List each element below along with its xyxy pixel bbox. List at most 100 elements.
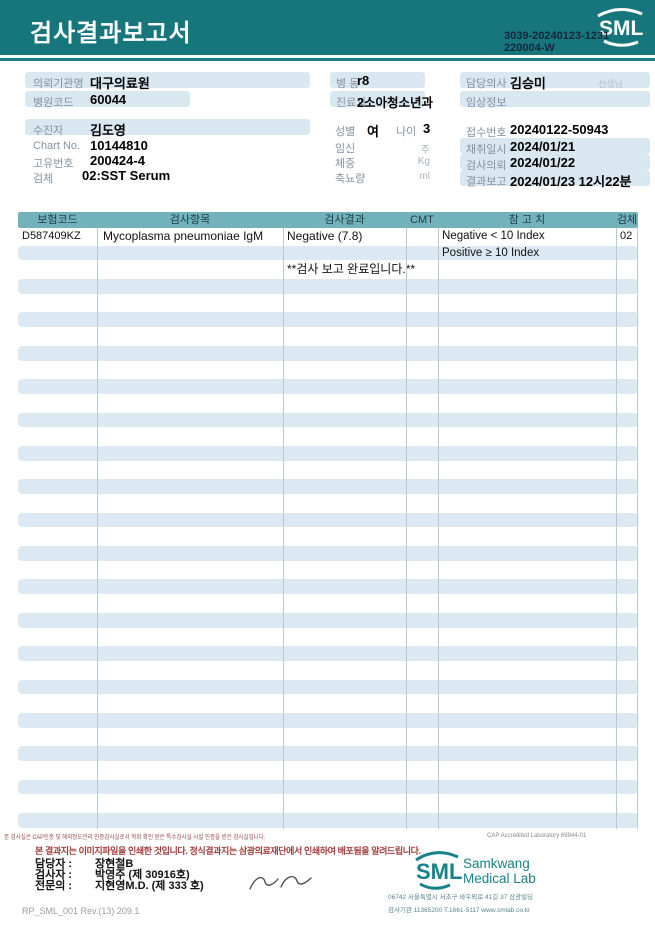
document-code: RP_SML_001 Rev.(13) 209.1 [22, 906, 140, 916]
weight-unit: Kg [417, 156, 430, 167]
table-row [18, 679, 638, 696]
pregnancy-label: 임신 [335, 143, 356, 155]
cell-spec: 02 [620, 230, 633, 242]
col-header-insurance-code: 보험코드 [37, 214, 78, 226]
table-row [18, 445, 638, 462]
table-row: Positive ≥ 10 Index [18, 245, 638, 262]
pregnancy-unit: 주 [420, 145, 430, 156]
dept-value: 2소아청소년과 [357, 96, 433, 110]
staff-role-manager: 담당자 : [35, 858, 73, 870]
footer-logo-name: Samkwang Medical Lab [463, 856, 536, 886]
reported-label: 결과보고 [466, 176, 507, 188]
table-row [18, 345, 638, 362]
table-body: D587409KZ Mycoplasma pneumoniae IgM Negati… [18, 228, 638, 829]
column-divider [283, 228, 284, 829]
lab-contact: 검사기관 11365200 T.1661-5117 www.smlab.co.k… [388, 907, 531, 914]
table-row [18, 362, 638, 379]
hospital-code-label: 병원코드 [33, 97, 74, 109]
table-row [18, 412, 638, 429]
requested-field-bg [460, 154, 650, 170]
table-header-row: 보험코드 검사항목 검사결과 CMT 참 고 치 검체 [18, 212, 638, 228]
table-row [18, 578, 638, 595]
table-row [18, 545, 638, 562]
sml-logo-icon: SML [597, 8, 644, 47]
chart-no-label: Chart No. [33, 140, 81, 152]
column-divider [637, 228, 638, 829]
staff-name-examiner: 박영주 (제 30916호) [95, 869, 190, 881]
table-row [18, 645, 638, 662]
patient-label: 수진자 [33, 125, 64, 137]
col-header-test-item: 검사항목 [169, 214, 211, 226]
collected-value: 2024/01/21 [510, 139, 576, 154]
ward-value: r8 [357, 73, 370, 88]
specimen-value: 02:SST Serum [82, 168, 171, 183]
signature-icon [249, 876, 312, 890]
table-row [18, 795, 638, 812]
table-row [18, 629, 638, 646]
cell-item: Mycoplasma pneumoniae IgM [103, 229, 264, 243]
column-divider [406, 228, 407, 829]
dept-label: 진료과 [336, 97, 367, 109]
doctor-label: 담당의사 [466, 78, 507, 90]
doctor-value: 김승미 [510, 76, 546, 91]
weight-label: 체중 [335, 158, 356, 170]
page-title: 검사결과보고서 [30, 20, 192, 47]
svg-text:SML: SML [599, 17, 644, 40]
col-header-result: 검사결과 [324, 214, 365, 226]
col-header-reference: 참 고 치 [508, 214, 546, 226]
patient-value: 김도영 [90, 123, 126, 138]
collected-field-bg [460, 138, 650, 154]
lab-address: 06742 서울특별시 서초구 바우뫼로 41길 37 삼광빌딩 [388, 894, 534, 901]
hospital-code-field-bg [25, 91, 190, 107]
table-row [18, 779, 638, 796]
column-divider [438, 228, 439, 829]
hospital-code-value: 60044 [90, 92, 127, 107]
doctor-suffix: 선생님 [598, 79, 623, 89]
table-row [18, 662, 638, 679]
age-value: 3 [423, 121, 431, 136]
requested-label: 검사의뢰 [466, 160, 507, 172]
column-divider [616, 228, 617, 829]
cap-accreditation-line: CAP Accredited Laboratory 69944-01 [487, 833, 587, 839]
svg-text:SML: SML [416, 859, 462, 884]
table-row [18, 595, 638, 612]
table-row [18, 528, 638, 545]
staff-name-manager: 장현철B [95, 858, 134, 870]
header-rule [0, 58, 655, 61]
staff-name-specialist: 지현영M.D. (제 333 호) [95, 880, 204, 892]
col-header-cmt: CMT [410, 214, 434, 226]
cell-result: **검사 보고 완료입니다.** [287, 262, 416, 277]
client-field-bg [25, 72, 310, 88]
table-row: **검사 보고 완료입니다.** [18, 261, 638, 278]
client-value: 대구의료원 [90, 76, 150, 91]
clinical-field-bg [460, 91, 650, 107]
client-label: 의뢰기관명 [33, 78, 84, 90]
table-row [18, 712, 638, 729]
accreditation-note: 본 검사실은 CAP인증 및 해외정도관리 인증검사실로서 학회 확인 받은 특… [4, 835, 266, 841]
receipt-value: 20240122-50943 [510, 122, 609, 137]
urine-unit: ml [419, 171, 430, 182]
report-number-line1: 3039-20240123-1231 [504, 30, 610, 42]
patient-field-bg [25, 119, 310, 135]
sex-value: 여 [367, 124, 379, 139]
report-number-line2: 220004-W [504, 42, 555, 54]
specimen-label: 검체 [33, 173, 54, 185]
urine-label: 축뇨량 [335, 173, 366, 185]
footer-logo-name-line1: Samkwang [463, 856, 530, 871]
staff-role-specialist: 전문의 : [35, 880, 73, 892]
clinical-label: 임상정보 [466, 97, 507, 109]
collected-label: 채취일시 [466, 144, 507, 156]
table-row [18, 311, 638, 328]
receipt-label: 접수번호 [466, 127, 507, 139]
table-row [18, 729, 638, 746]
column-divider [97, 228, 98, 829]
cell-ref: Positive ≥ 10 Index [442, 246, 540, 259]
chart-no-value: 10144810 [90, 138, 148, 153]
print-notice: 본 결과지는 이미지파일을 인쇄한 것입니다. 정식결과지는 삼광의료재단에서 … [35, 846, 421, 856]
table-row [18, 745, 638, 762]
table-row [18, 478, 638, 495]
doctor-field-bg [460, 72, 650, 88]
table-row [18, 512, 638, 529]
table-row [18, 562, 638, 579]
table-row [18, 462, 638, 479]
